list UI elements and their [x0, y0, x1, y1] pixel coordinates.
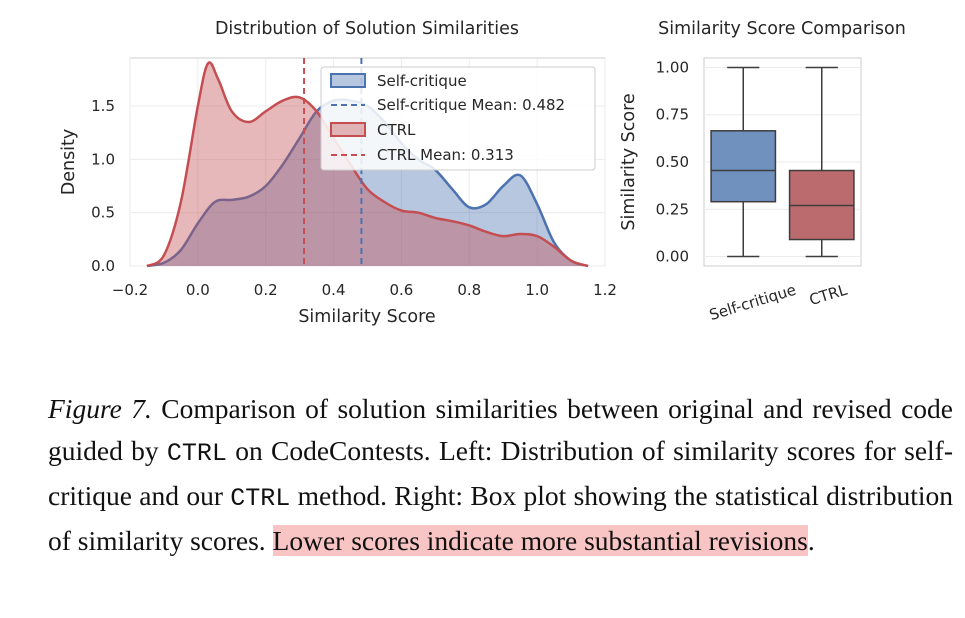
kde-y-axis-label: Density — [59, 129, 79, 196]
caption-label: Figure 7. — [48, 393, 152, 424]
box-y-tick-label: 1.00 — [656, 58, 689, 76]
kde-y-tick-label: 1.5 — [91, 97, 115, 115]
kde-x-tick-label: −0.2 — [112, 281, 148, 299]
kde-line-ctrl — [146, 61, 589, 268]
legend-label-ctrl: CTRL — [377, 121, 416, 139]
box-y-tick-label: 0.50 — [656, 153, 689, 171]
kde-y-ticks: 0.0 0.5 1.0 1.5 — [91, 97, 115, 275]
box-y-axis-label: Similarity Score — [619, 93, 639, 230]
box-iqr-self-critique — [710, 130, 777, 203]
box-y-ticks: 0.00 0.25 0.50 0.75 1.00 — [656, 58, 689, 265]
kde-title: Distribution of Solution Similarities — [215, 19, 519, 39]
legend-label-ctrl-mean: CTRL Mean: 0.313 — [377, 146, 514, 164]
kde-x-tick-label: 1.0 — [525, 281, 549, 299]
box-y-tick-label: 0.75 — [656, 106, 689, 124]
kde-legend: Self-critique Self-critique Mean: 0.482 … — [320, 66, 596, 171]
legend-frame — [320, 66, 596, 171]
kde-x-tick-label: 0.2 — [254, 281, 278, 299]
kde-x-ticks: −0.2 0.0 0.2 0.4 0.6 0.8 1.0 1.2 — [112, 281, 617, 299]
legend-label-self-critique: Self-critique — [377, 72, 467, 90]
box-title: Similarity Score Comparison — [658, 19, 906, 39]
box-chart: Similarity Score Comparison 0.00 0.25 0.50… — [619, 19, 906, 324]
box-x-tick-ctrl: CTRL — [807, 280, 850, 309]
caption-ctrl-2: CTRL — [230, 484, 291, 513]
box-boxes — [710, 66, 855, 258]
caption-text-1: Comparison of solution similarities betw… — [48, 393, 953, 466]
kde-y-tick-label: 0.0 — [91, 257, 115, 275]
legend-label-self-critique-mean: Self-critique Mean: 0.482 — [377, 96, 565, 114]
kde-area-ctrl — [146, 62, 589, 266]
kde-x-tick-label: 1.2 — [593, 281, 617, 299]
legend-swatch-self-critique — [330, 73, 366, 88]
figure-canvas: Distribution of Solution Similarities −0… — [59, 19, 906, 327]
box-y-tick-label: 0.25 — [656, 200, 689, 218]
kde-x-tick-label: 0.6 — [389, 281, 413, 299]
kde-x-axis-label: Similarity Score — [298, 307, 435, 327]
kde-x-tick-label: 0.0 — [186, 281, 210, 299]
kde-chart: Distribution of Solution Similarities −0… — [59, 19, 617, 327]
kde-x-tick-label: 0.8 — [457, 281, 481, 299]
figure-caption: Figure 7. Comparison of solution similar… — [48, 388, 953, 562]
caption-text-3: method. Right: Box plot showing the stat… — [48, 480, 953, 556]
kde-y-tick-label: 0.5 — [91, 204, 115, 222]
kde-grid — [129, 58, 606, 267]
caption-end: . — [807, 525, 815, 556]
kde-area-self-critique — [146, 99, 589, 266]
box-y-tick-label: 0.00 — [656, 248, 689, 266]
kde-y-tick-label: 1.0 — [91, 150, 115, 168]
caption-ctrl-1: CTRL — [166, 439, 227, 468]
caption-text-2: on CodeContests. Left: Distribution of s… — [48, 435, 953, 511]
kde-x-tick-label: 0.4 — [322, 281, 346, 299]
caption-highlight: Lower scores indicate more substantial r… — [272, 525, 808, 556]
box-x-tick-self-critique: Self-critique — [707, 281, 798, 324]
legend-swatch-ctrl — [330, 122, 366, 137]
